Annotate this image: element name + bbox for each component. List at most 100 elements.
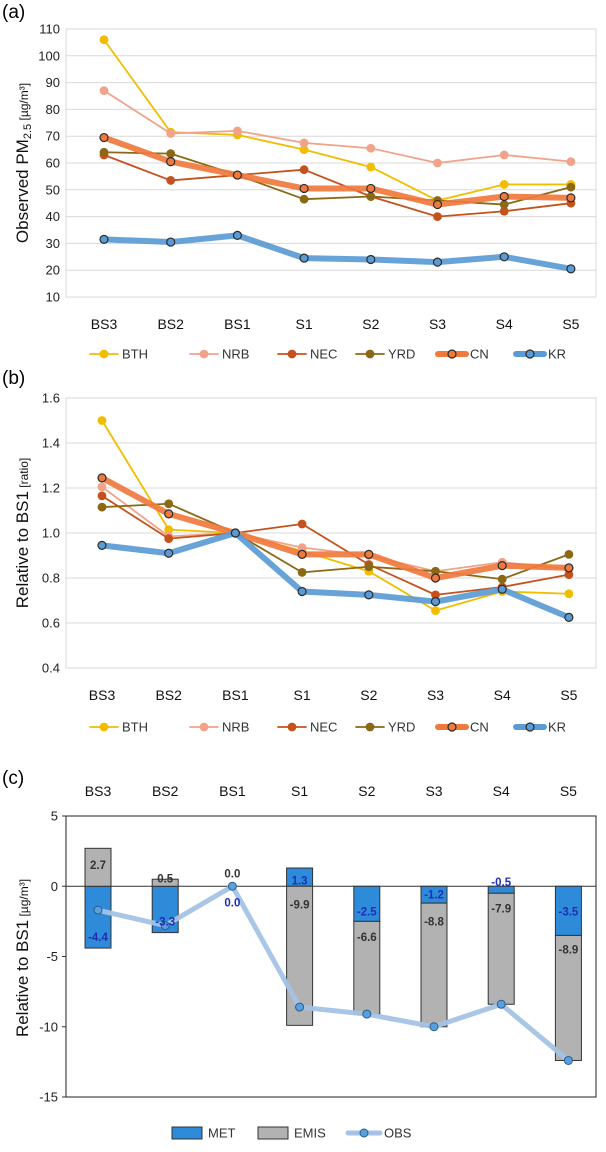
x-tick-label: S3 <box>425 783 442 799</box>
point-kr-s4 <box>499 252 509 262</box>
point-cn-bs3 <box>99 132 109 143</box>
point-bth-s3 <box>431 606 440 616</box>
data-label-met-bs1: 0.0 <box>224 897 240 909</box>
legend-label-bth: BTH <box>122 347 148 362</box>
x-tick-label: S3 <box>429 316 446 332</box>
y-tick-label: 30 <box>46 236 60 251</box>
point-yrd-s5 <box>564 549 574 559</box>
x-tick-label: BS1 <box>222 687 249 703</box>
point-nec-s1 <box>299 165 309 175</box>
panel-label: (b) <box>2 368 25 389</box>
data-label-met-s3: -1.2 <box>424 890 444 902</box>
y-tick-label: 90 <box>46 75 60 90</box>
point-obs-s1 <box>295 1002 305 1012</box>
legend-label-cn: CN <box>470 720 489 735</box>
point-nec-bs2 <box>166 176 176 185</box>
series-line-bth <box>101 419 570 612</box>
x-tick-label: BS3 <box>91 316 118 332</box>
point-kr-s3 <box>432 257 443 267</box>
point-obs-s5 <box>563 1055 573 1065</box>
x-tick-label: S1 <box>294 687 311 703</box>
data-label-emis-s1: -9.9 <box>290 900 310 912</box>
point-kr-s2 <box>364 590 374 600</box>
series-line-kr <box>99 530 572 621</box>
point-cn-s5 <box>564 563 574 573</box>
point-kr-bs1 <box>232 230 242 240</box>
point-kr-bs2 <box>164 548 174 558</box>
point-nrb-s1 <box>299 138 309 148</box>
legend-label-kr: KR <box>548 720 566 735</box>
y-tick-label: 60 <box>46 156 60 171</box>
data-label-emis-bs3: 2.7 <box>90 860 106 872</box>
point-obs-bs2 <box>160 921 170 931</box>
y-axis-label: Observed PM2.5 [µg/m³] <box>13 83 34 243</box>
point-kr-s4 <box>497 584 507 594</box>
point-kr-bs3 <box>99 234 109 244</box>
legend-swatch-met <box>171 1126 203 1140</box>
y-tick-label: 0.6 <box>42 616 60 631</box>
y-tick-label: 0 <box>51 879 58 894</box>
point-cn-s2 <box>364 549 374 559</box>
point-cn-s1 <box>297 549 307 559</box>
legend-marker-yrd <box>365 349 375 359</box>
series-line-kr <box>101 232 574 272</box>
data-label-emis-s4: -7.9 <box>491 904 511 916</box>
point-yrd-bs3 <box>97 502 107 512</box>
y-axis-label-main: Observed PM <box>13 139 32 243</box>
data-label-met-s2: -2.5 <box>357 907 377 919</box>
panel-label: (a) <box>2 2 25 23</box>
point-nec-s3 <box>433 212 442 222</box>
x-tick-label: BS1 <box>219 783 246 799</box>
y-axis-label-unit: [µg/m³] <box>17 83 31 124</box>
x-tick-label: S3 <box>427 687 444 703</box>
data-label-met-s1: 1.3 <box>292 875 308 887</box>
point-yrd-bs2 <box>164 499 174 509</box>
y-tick-label: 1.0 <box>42 526 60 541</box>
legend-label-yrd: YRD <box>388 347 415 362</box>
point-bth-s4 <box>499 180 509 189</box>
legend-marker-nrb <box>199 349 209 359</box>
legend-label-bth: BTH <box>122 720 148 735</box>
x-tick-label: S1 <box>291 783 308 799</box>
point-yrd-bs2 <box>166 149 176 159</box>
point-obs-bs1 <box>227 881 237 891</box>
point-nrb-s4 <box>499 150 509 160</box>
data-label-emis-bs2: 0.5 <box>157 873 174 885</box>
legend-marker-kr <box>525 349 535 359</box>
point-obs-bs3 <box>93 905 103 915</box>
legend-marker-cn <box>447 349 457 359</box>
y-axis-label-main: Relative to BS1 <box>13 920 32 1037</box>
point-cn-s3 <box>430 573 441 583</box>
legend-swatch-emis <box>257 1126 289 1140</box>
legend-marker-nec <box>287 722 297 732</box>
series-line-yrd <box>103 151 572 206</box>
point-cn-s1 <box>299 183 309 194</box>
x-tick-label: S4 <box>496 316 513 332</box>
bar-emis-bs3 <box>84 847 112 887</box>
x-tick-label: BS3 <box>89 687 116 703</box>
point-nec-bs3 <box>97 491 107 501</box>
bar-emis-s5 <box>554 934 582 1061</box>
series-line-bth <box>103 38 572 202</box>
point-yrd-s5 <box>566 182 576 192</box>
point-yrd-s2 <box>364 562 374 572</box>
bar-met-s5 <box>554 885 582 936</box>
y-tick-label: 1.6 <box>42 391 60 406</box>
y-tick-label: -10 <box>39 1019 58 1034</box>
panel-a: (a) 10 20 30 40 50 60 70 80 90 100 110 BS3 BS2 BS1 S1 S2… <box>2 2 597 362</box>
point-nrb-bs1 <box>232 126 242 136</box>
legend-marker-kr <box>525 722 535 732</box>
y-axis-label-unit: [ratio] <box>17 458 31 491</box>
legend-marker-bth <box>99 349 109 359</box>
series-line-cn <box>101 134 574 208</box>
legend-label-kr: KR <box>548 347 566 362</box>
point-yrd-bs3 <box>99 147 109 157</box>
x-tick-label: S5 <box>562 316 579 332</box>
x-tick-label: BS3 <box>85 783 112 799</box>
point-cn-bs3 <box>97 473 107 483</box>
legend-marker-yrd <box>365 722 375 732</box>
y-tick-label: -5 <box>46 949 58 964</box>
point-cn-bs1 <box>232 170 242 180</box>
y-tick-label: -15 <box>39 1090 58 1105</box>
point-yrd-s2 <box>366 192 376 201</box>
